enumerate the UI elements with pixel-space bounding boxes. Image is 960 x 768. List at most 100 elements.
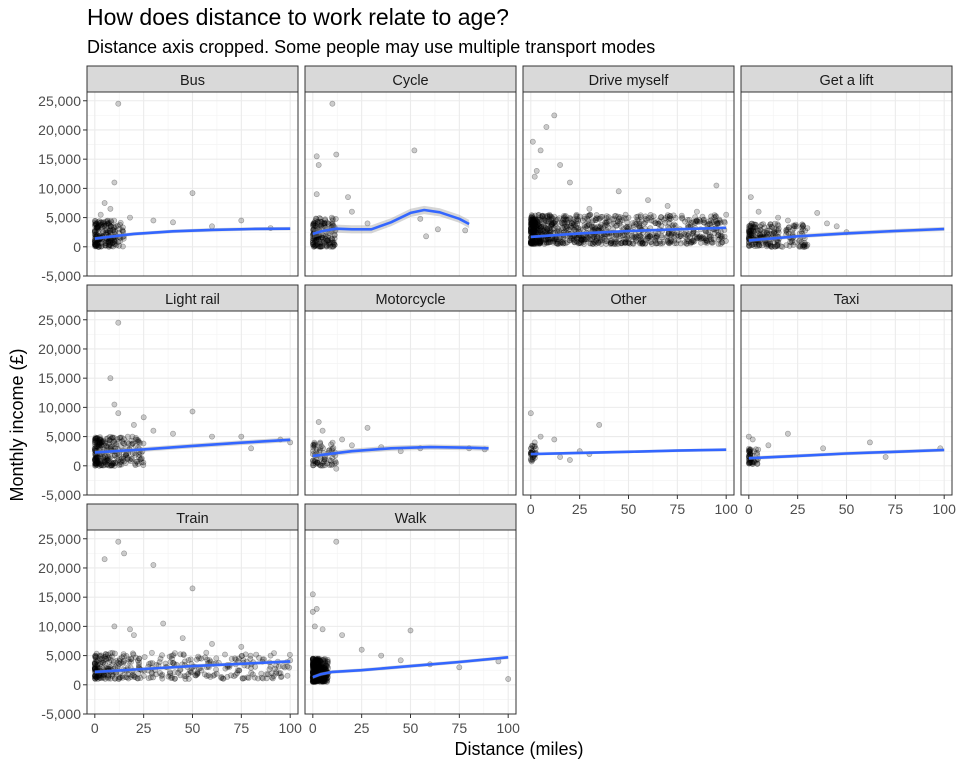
data-point xyxy=(106,219,112,226)
data-point xyxy=(665,230,672,237)
data-point xyxy=(585,217,592,224)
data-point xyxy=(549,226,556,232)
facet-strip-label: Bus xyxy=(180,73,205,89)
data-point xyxy=(329,216,336,222)
data-point xyxy=(615,240,622,247)
data-point xyxy=(94,224,101,231)
data-point xyxy=(339,436,345,443)
data-point xyxy=(796,243,803,250)
data-point xyxy=(95,219,101,225)
data-point xyxy=(608,239,614,246)
data-point xyxy=(311,219,318,226)
data-point xyxy=(529,240,536,247)
y-tick-label: 10,000 xyxy=(38,399,81,415)
data-point xyxy=(325,220,332,227)
data-point xyxy=(112,228,119,235)
data-point xyxy=(622,239,629,246)
data-point xyxy=(595,239,602,246)
x-tick-label: 25 xyxy=(572,501,588,517)
data-point xyxy=(153,671,159,678)
data-point xyxy=(689,231,695,237)
data-point xyxy=(317,218,324,225)
x-tick-label: 25 xyxy=(790,501,806,517)
data-point xyxy=(587,236,593,243)
data-point xyxy=(311,243,318,250)
data-point xyxy=(551,436,558,443)
data-point xyxy=(528,225,534,232)
data-point xyxy=(317,215,324,222)
data-point xyxy=(115,319,122,326)
facet-strip-label: Get a lift xyxy=(820,73,874,89)
data-point xyxy=(315,162,322,168)
data-point xyxy=(536,217,543,223)
data-point xyxy=(527,228,534,235)
data-point xyxy=(322,216,329,223)
data-point xyxy=(625,214,632,221)
data-point xyxy=(747,194,754,200)
data-point xyxy=(310,239,316,246)
data-point xyxy=(331,241,338,248)
data-point xyxy=(699,233,706,240)
data-point xyxy=(94,239,101,246)
data-point xyxy=(321,223,328,230)
facet-train: Train -5,000 0 5,000 10,000 15,000 20,000 25,00… xyxy=(38,503,302,736)
data-point xyxy=(95,223,101,230)
data-point xyxy=(348,208,355,215)
data-point xyxy=(598,221,605,228)
data-point xyxy=(92,652,99,659)
data-point xyxy=(131,673,138,680)
data-point xyxy=(564,219,571,226)
data-point xyxy=(317,243,324,250)
data-point xyxy=(331,235,338,242)
data-point xyxy=(316,243,323,250)
data-point xyxy=(127,458,134,465)
data-point xyxy=(550,238,557,244)
data-point xyxy=(566,237,573,244)
data-point xyxy=(93,239,100,246)
data-point xyxy=(323,243,330,250)
data-point xyxy=(92,221,99,228)
x-tick-label: 0 xyxy=(745,501,753,517)
data-point xyxy=(315,243,322,250)
data-point xyxy=(325,232,332,239)
data-point xyxy=(527,410,534,417)
data-point xyxy=(94,240,100,247)
data-point xyxy=(538,238,545,245)
data-point xyxy=(104,217,111,224)
data-point xyxy=(804,225,811,231)
data-point xyxy=(721,233,728,240)
data-point xyxy=(92,227,98,233)
data-point xyxy=(529,240,535,246)
data-point xyxy=(323,242,330,249)
y-tick-label: 10,000 xyxy=(38,180,81,196)
data-point xyxy=(92,242,99,249)
data-point xyxy=(535,212,542,219)
data-point xyxy=(611,216,618,223)
data-point xyxy=(130,421,137,428)
data-point xyxy=(91,241,98,248)
data-point xyxy=(331,239,337,246)
data-point xyxy=(529,216,536,222)
data-point xyxy=(619,217,626,223)
data-point xyxy=(115,663,121,669)
data-point xyxy=(330,241,337,247)
data-point xyxy=(315,678,322,684)
data-points xyxy=(91,100,274,250)
data-point xyxy=(666,220,672,227)
data-point xyxy=(707,232,713,238)
data-point xyxy=(107,226,114,233)
data-point xyxy=(662,215,669,222)
data-point xyxy=(536,222,542,229)
data-point xyxy=(549,215,556,222)
data-point xyxy=(573,224,579,231)
facet-light-rail: Light rail -5,000 0 5,000 10,000 15,000 20,000… xyxy=(38,284,299,503)
data-point xyxy=(95,223,102,230)
data-point xyxy=(679,214,686,221)
data-point xyxy=(586,205,593,212)
data-point xyxy=(310,241,316,248)
data-point xyxy=(530,226,536,233)
data-point xyxy=(313,234,320,241)
data-point xyxy=(694,235,700,242)
data-point xyxy=(105,229,111,236)
data-point xyxy=(331,232,338,239)
